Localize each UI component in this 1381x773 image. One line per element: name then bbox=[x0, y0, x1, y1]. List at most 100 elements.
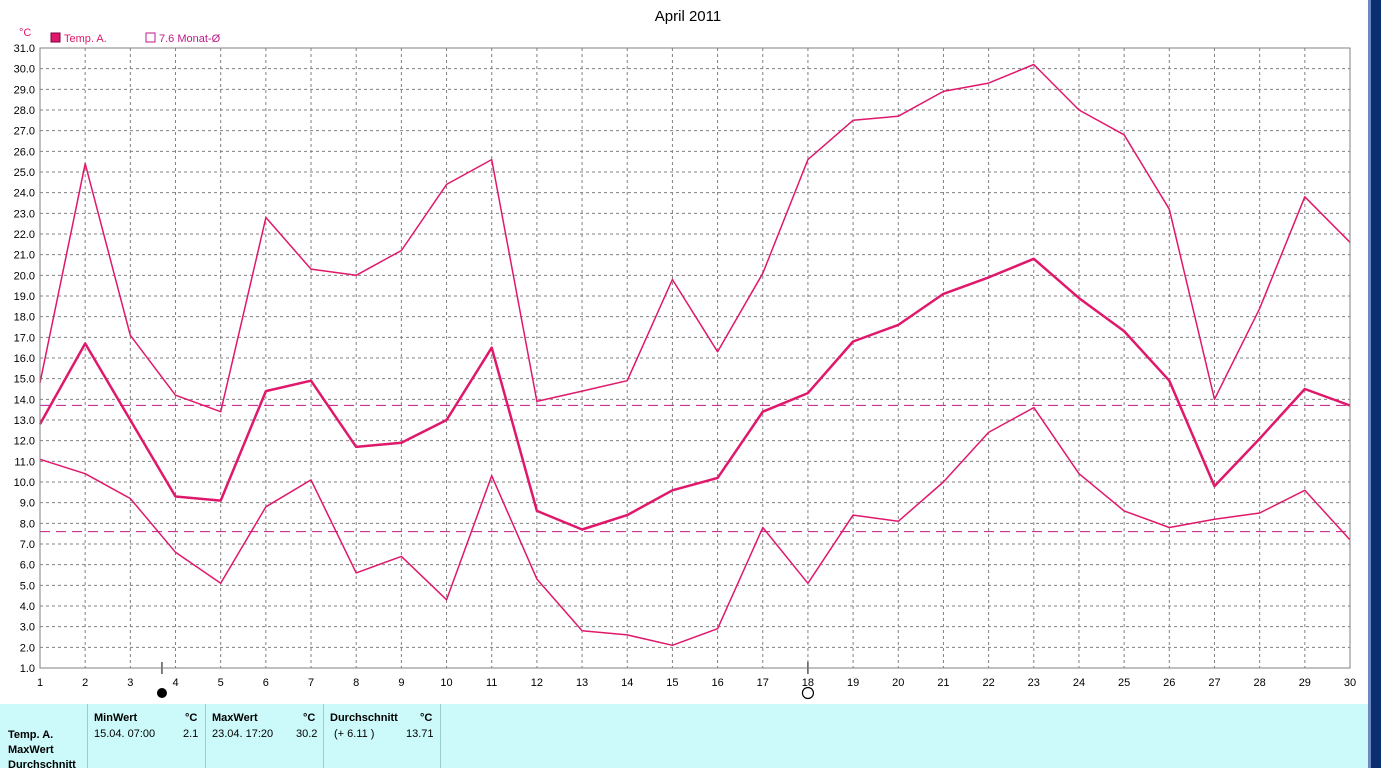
x-tick-label: 21 bbox=[937, 677, 949, 689]
x-tick-label: 23 bbox=[1028, 677, 1040, 689]
y-tick-label: 21.0 bbox=[14, 250, 35, 262]
max-date: 23.04. 17:20 bbox=[212, 728, 274, 740]
temperature-chart: April 2011 °C Temp. A. 7.6 Monat-Ø 1.0 2.… bbox=[14, 8, 1356, 700]
min-unit: °C bbox=[185, 712, 198, 724]
avg-delta: (+ 6.11 ) bbox=[334, 728, 375, 740]
y-tick-label: 31.0 bbox=[14, 43, 35, 55]
y-tick-label: 11.0 bbox=[14, 456, 35, 468]
series-line-max bbox=[39, 63, 1351, 413]
row-label-max: MaxWert bbox=[8, 744, 54, 756]
y-tick-label: 4.0 bbox=[20, 601, 35, 613]
x-tick-label: 15 bbox=[666, 677, 678, 689]
x-tick-label: 8 bbox=[353, 677, 359, 689]
y-tick-label: 8.0 bbox=[20, 518, 35, 530]
window-edge-highlight bbox=[1368, 0, 1371, 768]
x-tick-label: 28 bbox=[1254, 677, 1266, 689]
grid bbox=[39, 47, 1351, 669]
max-header: MaxWert bbox=[212, 712, 258, 724]
y-tick-label: 18.0 bbox=[14, 312, 35, 324]
x-tick-label: 22 bbox=[982, 677, 994, 689]
legend-series-swatch bbox=[50, 32, 61, 43]
y-tick-label: 13.0 bbox=[14, 415, 35, 427]
new-moon-icon bbox=[156, 688, 167, 698]
row-label-temp: Temp. A. bbox=[8, 729, 54, 741]
legend-avg-label: 7.6 Monat-Ø bbox=[159, 33, 221, 45]
y-tick-label: 14.0 bbox=[14, 394, 35, 406]
avg-header: Durchschnitt bbox=[330, 712, 398, 724]
x-tick-label: 1 bbox=[37, 677, 43, 689]
x-tick-label: 10 bbox=[440, 677, 452, 689]
y-tick-label: 19.0 bbox=[14, 291, 35, 303]
x-tick-label: 30 bbox=[1344, 677, 1356, 689]
full-moon-icon bbox=[801, 686, 815, 700]
x-tick-label: 14 bbox=[621, 677, 633, 689]
y-tick-label: 1.0 bbox=[20, 663, 35, 675]
x-tick-label: 17 bbox=[757, 677, 769, 689]
avg-value: 13.71 bbox=[406, 728, 434, 740]
min-date: 15.04. 07:00 bbox=[94, 728, 156, 740]
y-tick-label: 9.0 bbox=[20, 498, 35, 510]
y-tick-label: 27.0 bbox=[14, 126, 35, 138]
series-lines bbox=[38, 63, 1351, 647]
y-tick-label: 6.0 bbox=[20, 560, 35, 572]
x-tick-label: 5 bbox=[218, 677, 224, 689]
plot-frame bbox=[39, 47, 1351, 669]
x-tick-label: 25 bbox=[1118, 677, 1130, 689]
x-tick-label: 4 bbox=[172, 677, 178, 689]
series-line-avg bbox=[38, 257, 1351, 531]
x-tick-label: 9 bbox=[398, 677, 404, 689]
y-tick-label: 23.0 bbox=[14, 208, 35, 220]
max-unit: °C bbox=[303, 712, 316, 724]
y-unit-label: °C bbox=[19, 27, 31, 39]
x-tick-label: 11 bbox=[486, 677, 497, 689]
legend-series-label: Temp. A. bbox=[64, 33, 107, 45]
x-tick-label: 26 bbox=[1163, 677, 1175, 689]
y-tick-label: 30.0 bbox=[14, 64, 35, 76]
y-tick-label: 7.0 bbox=[20, 539, 35, 551]
y-tick-label: 25.0 bbox=[14, 167, 35, 179]
x-tick-label: 19 bbox=[847, 677, 859, 689]
x-tick-label: 7 bbox=[308, 677, 314, 689]
x-tick-label: 3 bbox=[127, 677, 133, 689]
x-tick-label: 6 bbox=[263, 677, 269, 689]
stat-block-label-col bbox=[0, 704, 88, 768]
chart-title: April 2011 bbox=[655, 8, 721, 25]
x-tick-label: 16 bbox=[711, 677, 723, 689]
y-tick-label: 29.0 bbox=[14, 84, 35, 96]
x-tick-label: 18 bbox=[802, 677, 814, 689]
avg-unit: °C bbox=[420, 712, 433, 724]
x-tick-label: 24 bbox=[1073, 677, 1085, 689]
x-tick-label: 29 bbox=[1299, 677, 1311, 689]
stats-panel: Temp. A. MaxWert Durchschnitt MinWert °C… bbox=[0, 704, 1368, 771]
x-tick-labels: 1 2 3 4 5 6 7 8 9 10 11 12 13 14 15 16 17 18 19 20 21 22 23 24 2… bbox=[37, 677, 1356, 689]
x-tick-label: 27 bbox=[1208, 677, 1220, 689]
stat-block-max: MaxWert °C 23.04. 17:20 30.2 bbox=[206, 704, 324, 768]
y-tick-label: 26.0 bbox=[14, 146, 35, 158]
x-tick-label: 12 bbox=[531, 677, 543, 689]
series-line-min bbox=[39, 406, 1351, 647]
y-tick-label: 2.0 bbox=[20, 642, 35, 654]
y-tick-label: 22.0 bbox=[14, 229, 35, 241]
max-value: 30.2 bbox=[296, 728, 318, 740]
y-tick-label: 17.0 bbox=[14, 332, 35, 344]
reference-lines bbox=[40, 404, 1350, 533]
y-tick-label: 3.0 bbox=[20, 622, 35, 634]
y-tick-label: 10.0 bbox=[14, 477, 35, 489]
stat-block-min: MinWert °C 15.04. 07:00 2.1 bbox=[88, 704, 206, 768]
min-header: MinWert bbox=[94, 712, 138, 724]
min-value: 2.1 bbox=[183, 728, 199, 740]
x-tick-label: 2 bbox=[82, 677, 88, 689]
legend-avg-swatch bbox=[145, 32, 156, 43]
y-tick-label: 24.0 bbox=[14, 188, 35, 200]
y-tick-label: 5.0 bbox=[20, 580, 35, 592]
y-tick-label: 12.0 bbox=[14, 436, 35, 448]
legend: Temp. A. 7.6 Monat-Ø bbox=[50, 32, 221, 45]
y-tick-label: 15.0 bbox=[14, 374, 35, 386]
y-tick-label: 28.0 bbox=[14, 105, 35, 117]
x-tick-label: 13 bbox=[576, 677, 588, 689]
window-edge bbox=[1368, 0, 1381, 768]
stat-block-avg: Durchschnitt °C (+ 6.11 ) 13.71 bbox=[324, 704, 441, 768]
y-tick-label: 20.0 bbox=[14, 270, 35, 282]
y-tick-label: 16.0 bbox=[14, 353, 35, 365]
y-tick-labels: 1.0 2.0 3.0 4.0 5.0 6.0 7.0 8.0 9.0 10.0 11.0 12.0 1… bbox=[14, 43, 35, 675]
